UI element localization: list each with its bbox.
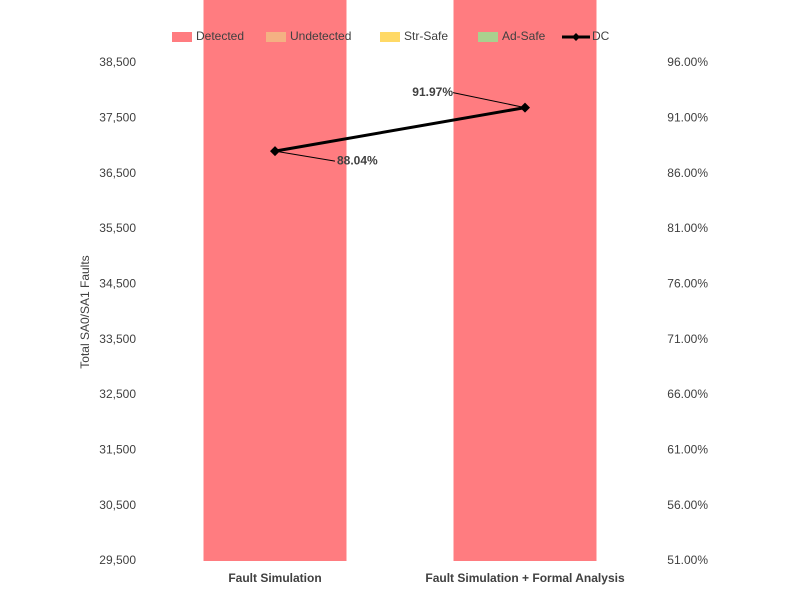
- dc-label: 88.04%: [337, 153, 378, 167]
- y-tick-label: 29,500: [99, 553, 136, 567]
- y-tick-label: 37,500: [99, 111, 136, 125]
- label-leader: [274, 150, 336, 162]
- y2-tick-label: 86.00%: [667, 166, 708, 180]
- legend-swatch-marker: [572, 33, 580, 41]
- bar-segment: [453, 0, 597, 561]
- y2-tick-label: 66.00%: [667, 387, 708, 401]
- y2-tick-label: 51.00%: [667, 553, 708, 567]
- y2-tick-label: 76.00%: [667, 277, 708, 291]
- y2-tick-label: 71.00%: [667, 332, 708, 346]
- legend-label: DC: [592, 29, 610, 43]
- y-tick-label: 33,500: [99, 332, 136, 346]
- legend-swatch: [172, 32, 192, 42]
- bar-segment: [203, 0, 347, 561]
- y-tick-label: 36,500: [99, 166, 136, 180]
- legend-label: Ad-Safe: [502, 29, 546, 43]
- y-tick-label: 38,500: [99, 55, 136, 69]
- legend-label: Undetected: [290, 29, 351, 43]
- y-tick-label: 31,500: [99, 443, 136, 457]
- y2-tick-label: 61.00%: [667, 443, 708, 457]
- y-tick-label: 30,500: [99, 498, 136, 512]
- legend-label: Detected: [196, 29, 244, 43]
- y2-tick-label: 96.00%: [667, 55, 708, 69]
- label-leader: [452, 92, 526, 109]
- y2-tick-label: 81.00%: [667, 221, 708, 235]
- legend-label: Str-Safe: [404, 29, 448, 43]
- y2-tick-label: 56.00%: [667, 498, 708, 512]
- dc-line: [274, 106, 526, 153]
- y2-tick-label: 91.00%: [667, 111, 708, 125]
- x-tick-label: Fault Simulation: [228, 571, 321, 585]
- dc-marker: [270, 146, 280, 157]
- y-axis-title: Total SA0/SA1 Faults: [78, 255, 92, 368]
- legend-swatch: [266, 32, 286, 42]
- y-tick-label: 34,500: [99, 277, 136, 291]
- dc-marker: [520, 102, 530, 113]
- y-tick-label: 35,500: [99, 221, 136, 235]
- dc-label: 91.97%: [412, 85, 453, 99]
- legend-swatch: [478, 32, 498, 42]
- y-tick-label: 32,500: [99, 387, 136, 401]
- legend-swatch: [380, 32, 400, 42]
- x-tick-label: Fault Simulation + Formal Analysis: [425, 571, 625, 585]
